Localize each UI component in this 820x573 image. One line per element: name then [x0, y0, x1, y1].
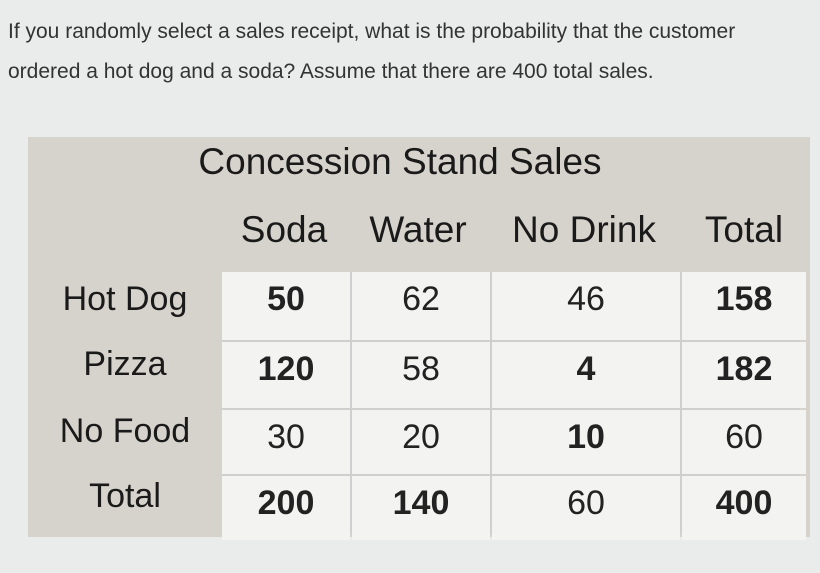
table-cell: 10 [492, 410, 680, 474]
row-label: Pizza [83, 345, 167, 383]
column-header: Water [369, 209, 467, 250]
row-label: Hot Dog [62, 280, 188, 318]
table-cell: 58 [352, 342, 490, 408]
row-label: No Food [59, 412, 191, 450]
table-cell: 182 [682, 342, 806, 408]
table-cell: 62 [352, 272, 490, 340]
table-cell: 4 [492, 342, 680, 408]
table-cell: 60 [682, 410, 806, 474]
table-cell: 158 [682, 272, 806, 340]
table-cell: 46 [492, 272, 680, 340]
table-cell: 50 [222, 272, 350, 340]
table-cell: 60 [492, 476, 680, 540]
table-cell: 120 [222, 342, 350, 408]
row-label: Total [89, 477, 161, 515]
table-cell: 140 [352, 476, 490, 540]
column-header: No Drink [512, 209, 656, 250]
concession-table: Concession Stand Sales Soda Water No Dri… [28, 137, 810, 540]
table-title: Concession Stand Sales [198, 141, 602, 182]
table-cell: 20 [352, 410, 490, 474]
table-body: 50 62 46 158 120 58 4 182 30 20 10 60 200 140 60 400 [222, 272, 806, 540]
table-cell: 200 [222, 476, 350, 540]
column-header: Soda [240, 209, 328, 250]
table-cell: 30 [222, 410, 350, 474]
table-cell: 400 [682, 476, 806, 540]
column-header: Total [704, 209, 784, 250]
question-text: If you randomly select a sales receipt, … [8, 20, 736, 83]
